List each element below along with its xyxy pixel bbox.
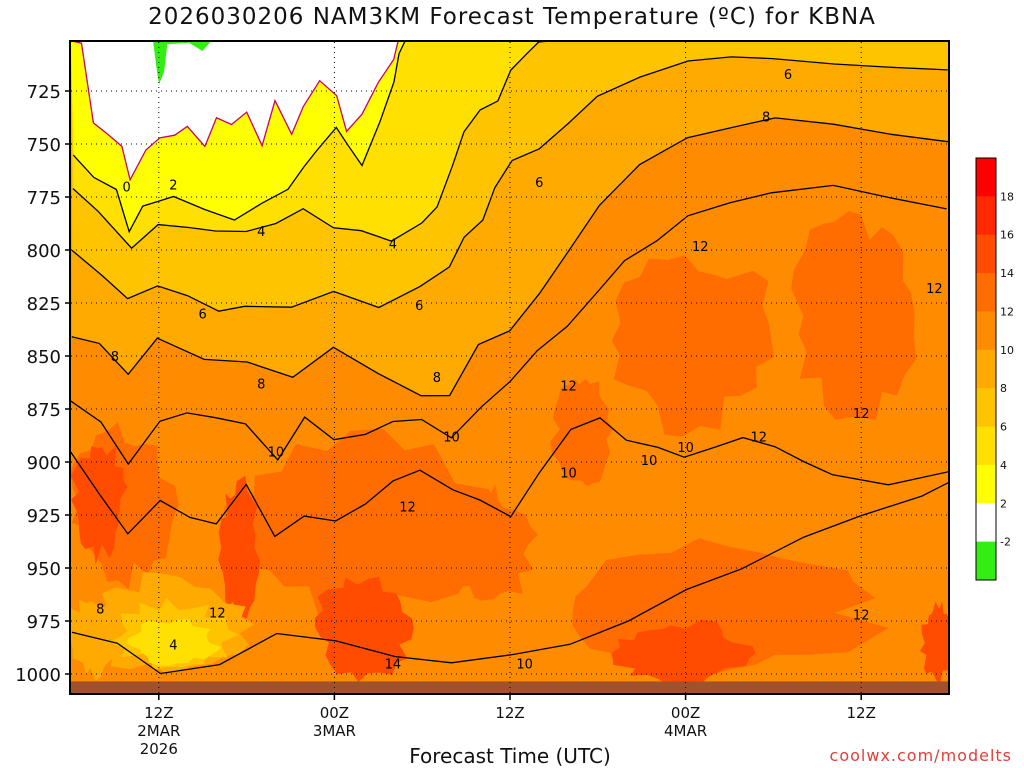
contour-label-12: 8 [96, 602, 104, 617]
contour-label-21: 12 [560, 380, 577, 395]
contour-label-4: 6 [199, 308, 207, 323]
contour-4 [72, 42, 547, 250]
field-band-14-e [920, 600, 949, 687]
field-band-14-a [314, 576, 414, 682]
x-tick-label-18-0: 00Z [320, 704, 349, 722]
contour-label-18: 10 [516, 657, 533, 672]
y-tick-label-800: 800 [27, 241, 61, 262]
colorbar-label-16: 16 [1000, 229, 1014, 242]
field-band-0 [71, 42, 949, 180]
contour-label-7: 6 [784, 68, 792, 83]
colorbar-swatch-band_6 [976, 388, 996, 428]
contour-label-19: 12 [692, 240, 709, 255]
field-band-14-d [218, 475, 260, 619]
contour-label-20: 12 [926, 282, 943, 297]
contour-label-22: 12 [853, 407, 870, 422]
y-tick-label-1000: 1000 [15, 665, 61, 686]
colorbar-swatch-band_2 [976, 464, 996, 504]
colorbar-label-6: 6 [1000, 421, 1007, 434]
contour-label-8: 8 [111, 350, 119, 365]
contour-label-11: 8 [762, 110, 770, 125]
contour-label-24: 12 [399, 501, 416, 516]
contour-14 [71, 481, 949, 675]
y-tick-label-750: 750 [27, 135, 61, 156]
contour-label-0: 0 [122, 180, 130, 195]
x-tick-label-30-0: 12Z [495, 704, 524, 722]
contour-2 [72, 42, 406, 234]
x-axis-title: Forecast Time (UTC) [409, 744, 611, 768]
colorbar-label-4: 4 [1000, 459, 1007, 472]
contour-12 [71, 417, 949, 538]
contour-label-2: 4 [257, 225, 265, 240]
contour-label-28: 4 [169, 638, 177, 653]
y-tick-label-775: 775 [27, 188, 61, 209]
field-band-12-f [442, 484, 538, 601]
y-tick-label-725: 725 [27, 82, 61, 103]
colorbar-frame [975, 157, 997, 581]
colorbar-swatch-band_12 [976, 273, 996, 312]
contour-label-15: 10 [560, 467, 577, 482]
y-tick-label-925: 925 [27, 506, 61, 527]
contour-6 [71, 56, 948, 312]
colorbar-label-18: 18 [1000, 190, 1014, 203]
contour-label-5: 6 [415, 299, 423, 314]
field-band-14-b [611, 619, 756, 686]
x-tick-label-18-1: 3MAR [313, 722, 356, 740]
field-band-14-c [71, 445, 128, 565]
contour-label-23: 12 [750, 431, 767, 446]
colorbar-swatch-band_8 [976, 349, 996, 389]
contour-label-14: 10 [443, 431, 460, 446]
colorbar-swatch-band_14 [976, 234, 996, 274]
colorbar-label-12: 12 [1000, 305, 1014, 318]
colorbar-swatch-band_18 [976, 158, 996, 197]
y-tick-label-850: 850 [27, 347, 61, 368]
y-tick-label-875: 875 [27, 400, 61, 421]
contour-label-17: 10 [677, 441, 694, 456]
colorbar-swatch-band_16 [976, 196, 996, 236]
field-band-neg2 [153, 42, 211, 85]
colorbar-swatch-band_10 [976, 311, 996, 351]
contour-label-26: 12 [853, 609, 870, 624]
x-tick-label-42-0: 00Z [671, 704, 700, 722]
colorbar-label-8: 8 [1000, 382, 1007, 395]
x-tick-label-42-1: 4MAR [664, 722, 707, 740]
x-tick-label-6-1: 2MAR [137, 722, 180, 740]
contour-label-10: 8 [433, 371, 441, 386]
field-band-8-low2 [71, 599, 120, 681]
x-tick-label-54-0: 12Z [847, 704, 876, 722]
colorbar-label-2: 2 [1000, 497, 1007, 510]
colorbar-swatch-band_0 [976, 503, 996, 543]
field-band-4-low [126, 619, 222, 666]
source-watermark: coolwx.com/modelts [829, 746, 1012, 765]
contour-label-13: 10 [268, 445, 285, 460]
field-band-12-a [611, 255, 774, 437]
contour-10 [71, 184, 947, 466]
contour-8 [71, 117, 949, 397]
colorbar-label--2: -2 [1000, 536, 1011, 549]
y-tick-label-950: 950 [27, 559, 61, 580]
field-band-12-g [550, 379, 614, 487]
x-tick-label-6-0: 12Z [144, 704, 173, 722]
y-tick-label-975: 975 [27, 612, 61, 633]
contour-label-6: 6 [535, 176, 543, 191]
y-tick-label-900: 900 [27, 453, 61, 474]
x-tick-label-6-2: 2026 [140, 740, 178, 758]
colorbar-swatch-band_neg2 [976, 541, 996, 581]
contour-label-27: 14 [385, 657, 402, 672]
contour-label-9: 8 [257, 378, 265, 393]
field-band-12-c [224, 428, 517, 622]
contour-label-25: 12 [209, 607, 226, 622]
contour-label-1: 2 [169, 178, 177, 193]
field-band-12-b [791, 211, 917, 421]
contour-label-3: 4 [389, 238, 397, 253]
colorbar-swatch-band_4 [976, 426, 996, 466]
chart-title: 2026030206 NAM3KM Forecast Temperature (… [148, 4, 876, 30]
contour-label-16: 10 [641, 454, 658, 469]
contour-0 [73, 42, 399, 182]
colorbar-label-10: 10 [1000, 344, 1014, 357]
y-tick-label-825: 825 [27, 294, 61, 315]
colorbar-label-14: 14 [1000, 267, 1014, 280]
